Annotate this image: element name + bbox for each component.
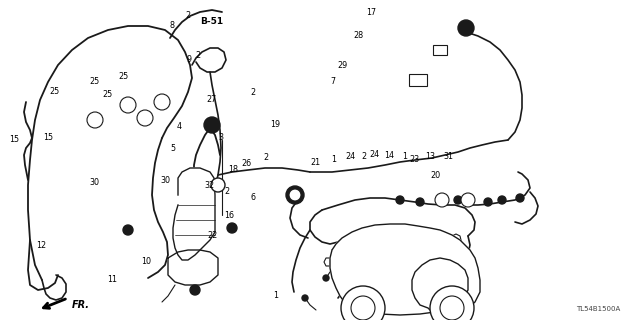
Text: 15: 15	[9, 135, 19, 144]
Text: 11: 11	[107, 276, 117, 284]
Text: 21: 21	[310, 158, 321, 167]
Circle shape	[484, 198, 492, 206]
Circle shape	[286, 186, 304, 204]
Text: 28: 28	[353, 31, 364, 40]
Polygon shape	[168, 250, 218, 285]
Text: 25: 25	[118, 72, 129, 81]
Circle shape	[211, 178, 225, 192]
Circle shape	[464, 196, 472, 204]
Circle shape	[351, 296, 375, 320]
Circle shape	[516, 194, 524, 202]
Text: 16: 16	[224, 211, 234, 220]
Text: 14: 14	[384, 151, 394, 160]
Text: 24: 24	[369, 150, 380, 159]
Circle shape	[323, 275, 329, 281]
Text: 2: 2	[361, 152, 366, 161]
Circle shape	[123, 225, 133, 235]
Text: 8: 8	[169, 21, 174, 30]
Text: 29: 29	[337, 61, 348, 70]
Circle shape	[430, 286, 474, 320]
Circle shape	[204, 117, 220, 133]
Circle shape	[227, 223, 237, 233]
Text: 5: 5	[170, 144, 175, 153]
Text: 2: 2	[185, 11, 190, 20]
Text: 10: 10	[141, 257, 151, 266]
Text: 1: 1	[332, 156, 337, 164]
Bar	[409, 74, 427, 86]
Text: 7: 7	[330, 77, 335, 86]
Circle shape	[87, 112, 103, 128]
Text: 3: 3	[218, 133, 223, 142]
Text: 17: 17	[366, 8, 376, 17]
Circle shape	[416, 198, 424, 206]
Text: 2: 2	[225, 187, 230, 196]
Circle shape	[498, 196, 506, 204]
Text: 30: 30	[90, 178, 100, 187]
Text: 2: 2	[263, 153, 268, 162]
Text: 23: 23	[410, 155, 420, 164]
Text: 2: 2	[250, 88, 255, 97]
Circle shape	[137, 110, 153, 126]
Text: 25: 25	[90, 77, 100, 86]
Circle shape	[154, 94, 170, 110]
Text: 20: 20	[430, 171, 440, 180]
Text: 19: 19	[270, 120, 280, 129]
Circle shape	[454, 196, 462, 204]
Text: 6: 6	[250, 193, 255, 202]
Text: 1: 1	[273, 292, 278, 300]
Text: FR.: FR.	[72, 300, 90, 310]
Text: 32: 32	[205, 181, 215, 190]
Text: 26: 26	[241, 159, 252, 168]
Text: 1: 1	[403, 152, 408, 161]
Text: TL54B1500A: TL54B1500A	[576, 306, 620, 312]
Text: 2: 2	[196, 52, 201, 60]
Circle shape	[120, 97, 136, 113]
Text: 15: 15	[43, 133, 53, 142]
Text: 31: 31	[443, 152, 453, 161]
Circle shape	[440, 296, 464, 320]
Circle shape	[435, 193, 449, 207]
Text: B-51: B-51	[200, 17, 223, 26]
Text: 12: 12	[36, 241, 47, 250]
Text: 27: 27	[206, 95, 216, 104]
Circle shape	[461, 193, 475, 207]
Text: 18: 18	[228, 165, 239, 174]
Circle shape	[302, 295, 308, 301]
Text: 13: 13	[425, 152, 435, 161]
Text: 25: 25	[102, 90, 113, 99]
Circle shape	[396, 196, 404, 204]
Circle shape	[190, 285, 200, 295]
Text: 30: 30	[160, 176, 170, 185]
Circle shape	[341, 286, 385, 320]
Circle shape	[438, 196, 446, 204]
Polygon shape	[330, 224, 480, 315]
Text: 4: 4	[177, 122, 182, 131]
Text: 22: 22	[207, 231, 218, 240]
Text: 25: 25	[49, 87, 60, 96]
Text: 9: 9	[186, 55, 191, 64]
Text: 24: 24	[345, 152, 355, 161]
Polygon shape	[173, 168, 215, 260]
Circle shape	[458, 20, 474, 36]
Circle shape	[289, 189, 301, 201]
Bar	[433, 45, 447, 55]
